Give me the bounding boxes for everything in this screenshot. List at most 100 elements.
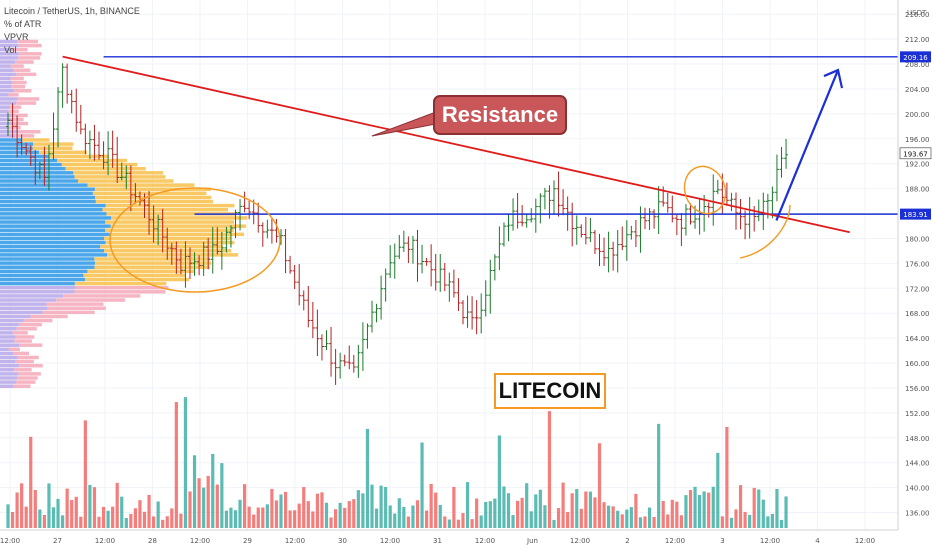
- vpvr-bar-up: [0, 224, 111, 228]
- volume-bar: [170, 508, 174, 528]
- volume-bar: [356, 490, 360, 528]
- volume-bar: [552, 519, 556, 528]
- x-tick-label: 12:00: [0, 537, 20, 545]
- volume-bar: [129, 514, 133, 528]
- volume-bar: [579, 508, 583, 528]
- ohlc-bar: [429, 244, 434, 287]
- volume-bar: [406, 516, 410, 528]
- indicator-vpvr[interactable]: VPVR: [4, 32, 29, 42]
- volume-bar: [361, 493, 365, 528]
- volume-bar: [165, 516, 169, 528]
- ohlc-bar: [133, 183, 138, 204]
- vpvr-bar-up: [0, 175, 75, 179]
- resistance-callout[interactable]: Resistance: [433, 95, 567, 135]
- volume-bar: [352, 499, 356, 528]
- volume-bar: [270, 488, 274, 528]
- price-axis-bg: [898, 0, 932, 550]
- litecoin-label[interactable]: LITECOIN: [494, 373, 606, 409]
- vpvr-bar-down: [8, 93, 19, 97]
- vpvr-bar-down: [106, 212, 237, 216]
- vpvr-bar-up: [0, 384, 14, 388]
- vpvr-bar-down: [92, 191, 207, 196]
- vpvr-bar-up: [0, 314, 31, 319]
- ohlc-bar: [242, 191, 247, 213]
- ohlc-bar: [774, 154, 779, 202]
- vpvr-bar-down: [94, 187, 211, 191]
- ohlc-bar: [315, 309, 320, 357]
- y-tick-label: 172.00: [905, 285, 930, 293]
- volume-bar: [425, 510, 429, 528]
- vpvr-bar-up: [0, 273, 84, 278]
- ohlc-bar: [706, 202, 711, 218]
- volume-bar: [265, 504, 269, 528]
- ohlc-bar: [397, 235, 402, 260]
- x-tick-label: 12:00: [570, 537, 590, 545]
- vpvr-bar-up: [0, 154, 50, 159]
- volume-bar: [147, 494, 151, 528]
- ohlc-bar: [520, 205, 525, 227]
- ohlc-bar: [110, 130, 115, 168]
- volume-bar: [752, 487, 756, 528]
- volume-bar: [311, 511, 315, 528]
- ohlc-bar: [556, 171, 561, 217]
- volume-bar: [657, 423, 661, 528]
- volume-bar: [101, 506, 106, 528]
- ohlc-bar: [415, 229, 420, 282]
- volume-bar: [538, 489, 542, 528]
- volume-bar: [725, 426, 729, 528]
- ohlc-bar: [228, 225, 233, 248]
- vpvr-bar-up: [0, 298, 57, 302]
- ohlc-bar: [15, 115, 20, 158]
- projection-arrow-head: [823, 68, 844, 89]
- volume-bar: [707, 492, 711, 528]
- vpvr-bar-down: [8, 347, 20, 352]
- indicator-vol[interactable]: Vol: [4, 45, 17, 55]
- breakout-arc: [739, 204, 791, 259]
- vpvr-bar-down: [19, 363, 43, 368]
- x-tick-label: 29: [243, 537, 252, 545]
- ohlc-bar: [10, 103, 15, 138]
- volume-bar: [211, 453, 215, 528]
- x-tick-label: 4: [815, 537, 820, 545]
- volume-bar: [702, 491, 706, 528]
- ohlc-bar: [347, 345, 352, 370]
- volume-bar: [247, 506, 251, 528]
- volume-bar: [729, 517, 734, 528]
- vpvr-bar-up: [0, 191, 93, 196]
- vpvr-bar-down: [74, 175, 166, 179]
- symbol-title[interactable]: Litecoin / TetherUS, 1h, BINANCE: [4, 6, 140, 16]
- ohlc-bar: [670, 195, 675, 223]
- indicator-atr[interactable]: % of ATR: [4, 19, 42, 29]
- volume-bar: [556, 508, 561, 528]
- volume-bar: [611, 506, 615, 528]
- vpvr-bar-up: [0, 376, 17, 380]
- y-tick-label: 152.00: [905, 410, 930, 418]
- vpvr-bar-down: [16, 376, 38, 380]
- vpvr-bar-up: [0, 347, 9, 352]
- candles: [6, 63, 789, 385]
- vpvr-bar-down: [85, 277, 190, 282]
- ohlc-bar: [583, 216, 588, 245]
- price-label: 183.91: [903, 211, 928, 219]
- ohlc-bar: [192, 252, 197, 276]
- ohlc-bar: [606, 231, 611, 273]
- ohlc-bar: [579, 224, 584, 238]
- ohlc-bar: [447, 272, 452, 302]
- ohlc-bar: [260, 222, 265, 247]
- ohlc-bar: [292, 264, 297, 290]
- vpvr-bar-down: [61, 162, 138, 167]
- price-label-box: [900, 51, 931, 63]
- ohlc-bar: [33, 150, 38, 185]
- volume-bar: [643, 516, 647, 528]
- vpvr-bar-down: [94, 265, 210, 269]
- volume-bar: [420, 442, 424, 528]
- ohlc-bar: [465, 295, 470, 328]
- ohlc-bar: [392, 243, 397, 279]
- ohlc-bar: [283, 228, 288, 274]
- vpvr-bar-down: [17, 355, 39, 360]
- vpvr-bar-down: [74, 290, 166, 294]
- vpvr-bar-down: [12, 121, 29, 126]
- vpvr-bar-down: [18, 372, 41, 376]
- volume-bar: [74, 496, 78, 528]
